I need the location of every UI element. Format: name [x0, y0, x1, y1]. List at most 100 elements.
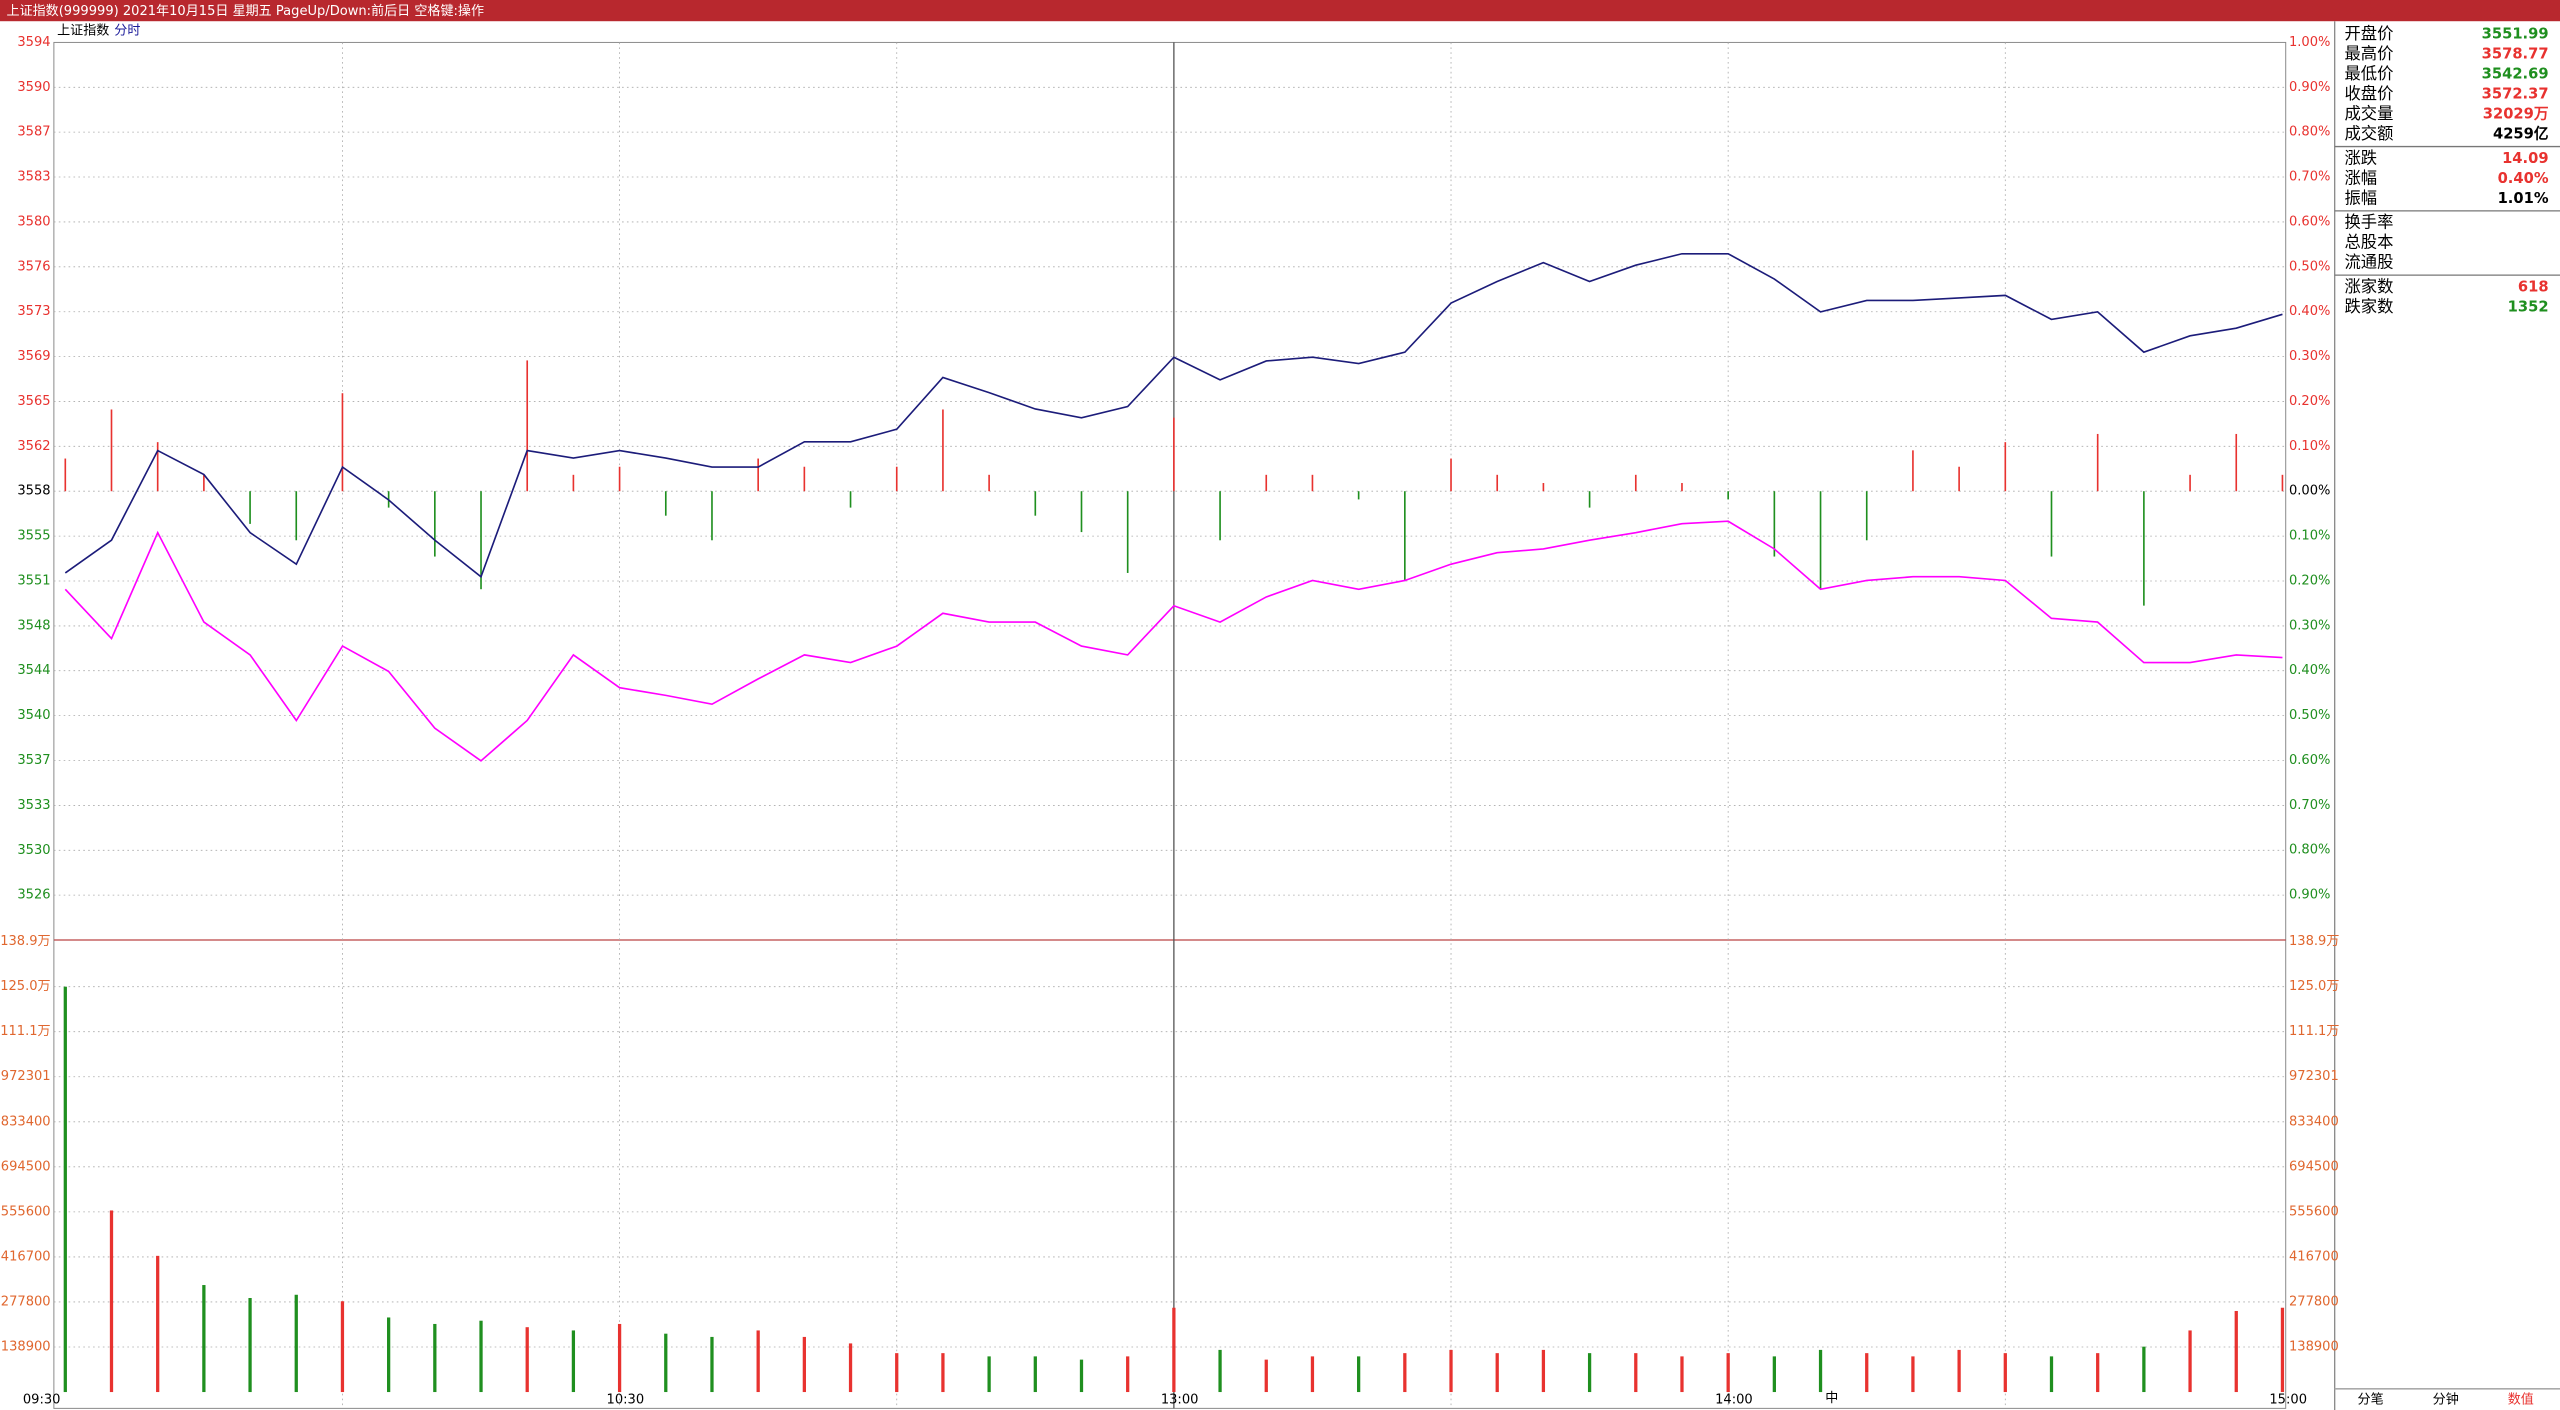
volume-bar [1495, 1353, 1499, 1393]
breadth-bar [480, 491, 482, 590]
breadth-bar [1912, 450, 1914, 492]
volume-bar [1726, 1353, 1730, 1393]
y-tick-label: 3530 [17, 843, 50, 858]
tab[interactable]: 分钟 [2433, 1392, 2459, 1408]
volume-bar [525, 1327, 529, 1393]
volume-tick-label-right: 111.1万 [2289, 1024, 2339, 1039]
breadth-bar [1681, 483, 1683, 492]
volume-bar [617, 1323, 622, 1393]
y2-tick-label: 0.20% [2289, 394, 2330, 409]
x-tick-label: 15:00 [2269, 1393, 2307, 1408]
info-value: 14.09 [2502, 150, 2548, 167]
volume-bar [1403, 1353, 1407, 1393]
y2-tick-label: 0.70% [2289, 170, 2330, 185]
volume-tick-label: 833400 [1, 1114, 51, 1129]
y-tick-label: 3526 [17, 888, 50, 903]
y-tick-label: 3569 [17, 349, 50, 364]
breadth-bar [203, 474, 205, 492]
volume-bar [1172, 1307, 1176, 1393]
info-label: 最高价 [2344, 44, 2393, 63]
volume-bar [2003, 1353, 2007, 1393]
y2-tick-label: 0.30% [2289, 349, 2330, 364]
volume-tick-label: 555600 [1, 1204, 51, 1219]
y2-tick-label: 0.00% [2289, 484, 2330, 499]
volume-tick-label: 138.9万 [0, 934, 50, 949]
price-line [64, 252, 2283, 579]
breadth-bar [64, 458, 67, 492]
y2-tick-label: 0.70% [2289, 798, 2330, 813]
breadth-bar [1265, 474, 1268, 492]
y2-tick-label: 0.80% [2289, 843, 2330, 858]
breadth-bar [526, 360, 529, 492]
breadth-bar [1034, 491, 1037, 516]
breadth-bar [1311, 474, 1314, 492]
breadth-bar [849, 491, 852, 508]
tab[interactable]: 分笔 [2358, 1392, 2384, 1408]
volume-bar [63, 986, 67, 1393]
breadth-bar [711, 491, 713, 541]
volume-bar [1264, 1359, 1268, 1393]
info-label: 最低价 [2344, 64, 2393, 83]
breadth-bar [1588, 491, 1591, 508]
y2-tick-label: 0.10% [2289, 529, 2330, 544]
y2-tick-label: 0.50% [2289, 259, 2330, 274]
volume-bar [2049, 1356, 2054, 1393]
breadth-bar [803, 466, 806, 492]
volume-tick-label-right: 555600 [2289, 1204, 2339, 1219]
info-value: 0.40% [2498, 170, 2549, 187]
y2-tick-label: 0.40% [2289, 304, 2330, 319]
breadth-bar [572, 474, 575, 492]
volume-bar [756, 1330, 760, 1393]
volume-tick-label-right: 125.0万 [2289, 979, 2339, 994]
info-label: 总股本 [2344, 233, 2393, 252]
x-tick-label: 10:30 [607, 1393, 645, 1408]
x-tick-label: 13:00 [1161, 1393, 1199, 1408]
info-value: 3572.37 [2482, 85, 2549, 102]
y2-tick-label: 0.50% [2289, 708, 2330, 723]
breadth-bar [1357, 491, 1360, 500]
breadth-bar [249, 491, 251, 524]
stock-name: 上证指数 [57, 24, 109, 39]
volume-tick-label: 972301 [1, 1069, 51, 1084]
volume-bar [202, 1285, 206, 1393]
info-label: 成交额 [2344, 124, 2393, 143]
volume-bar [1310, 1356, 1315, 1393]
tab[interactable]: 数值 [2508, 1392, 2534, 1408]
y2-tick-label: 0.90% [2289, 80, 2330, 95]
y-tick-label: 3551 [17, 574, 50, 589]
volume-bar [1079, 1359, 1084, 1393]
breadth-bar [2050, 491, 2053, 557]
y-tick-label: 3583 [17, 170, 50, 185]
volume-bar [1218, 1349, 1222, 1393]
breadth-bar [295, 491, 298, 541]
info-value: 3578.77 [2482, 45, 2549, 62]
title-bar [0, 0, 2560, 22]
y-tick-label: 3562 [17, 439, 50, 454]
y-tick-label: 3558 [17, 484, 50, 499]
volume-bar [1911, 1356, 1915, 1393]
info-label: 收盘价 [2344, 84, 2393, 103]
toolbar-button[interactable]: 中 [1825, 1391, 1838, 1406]
mode-tab[interactable]: 分时 [114, 24, 140, 39]
breadth-bar [757, 458, 759, 492]
breadth-bar [1126, 491, 1129, 573]
x-tick-label: 14:00 [1715, 1393, 1753, 1408]
volume-bar [340, 1301, 345, 1393]
info-label: 开盘价 [2344, 24, 2393, 43]
breadth-bar [1958, 466, 1960, 492]
volume-tick-label-right: 694500 [2289, 1159, 2339, 1174]
breadth-bar [1634, 474, 1637, 492]
info-panel: 开盘价 3551.99 最高价 3578.77 最低价 3542.69 收盘价 3572.37… [2334, 24, 2560, 316]
breadth-bar [1173, 417, 1175, 492]
volume-tick-label-right: 833400 [2289, 1114, 2339, 1129]
volume-bar [1449, 1349, 1453, 1393]
y-tick-label: 3533 [17, 798, 50, 813]
y-tick-label: 3573 [17, 304, 50, 319]
volume-bar [1126, 1356, 1130, 1393]
breadth-bar [942, 409, 944, 492]
breadth-bar [664, 491, 667, 516]
info-label: 涨家数 [2344, 277, 2393, 296]
volume-bar [1818, 1349, 1823, 1393]
